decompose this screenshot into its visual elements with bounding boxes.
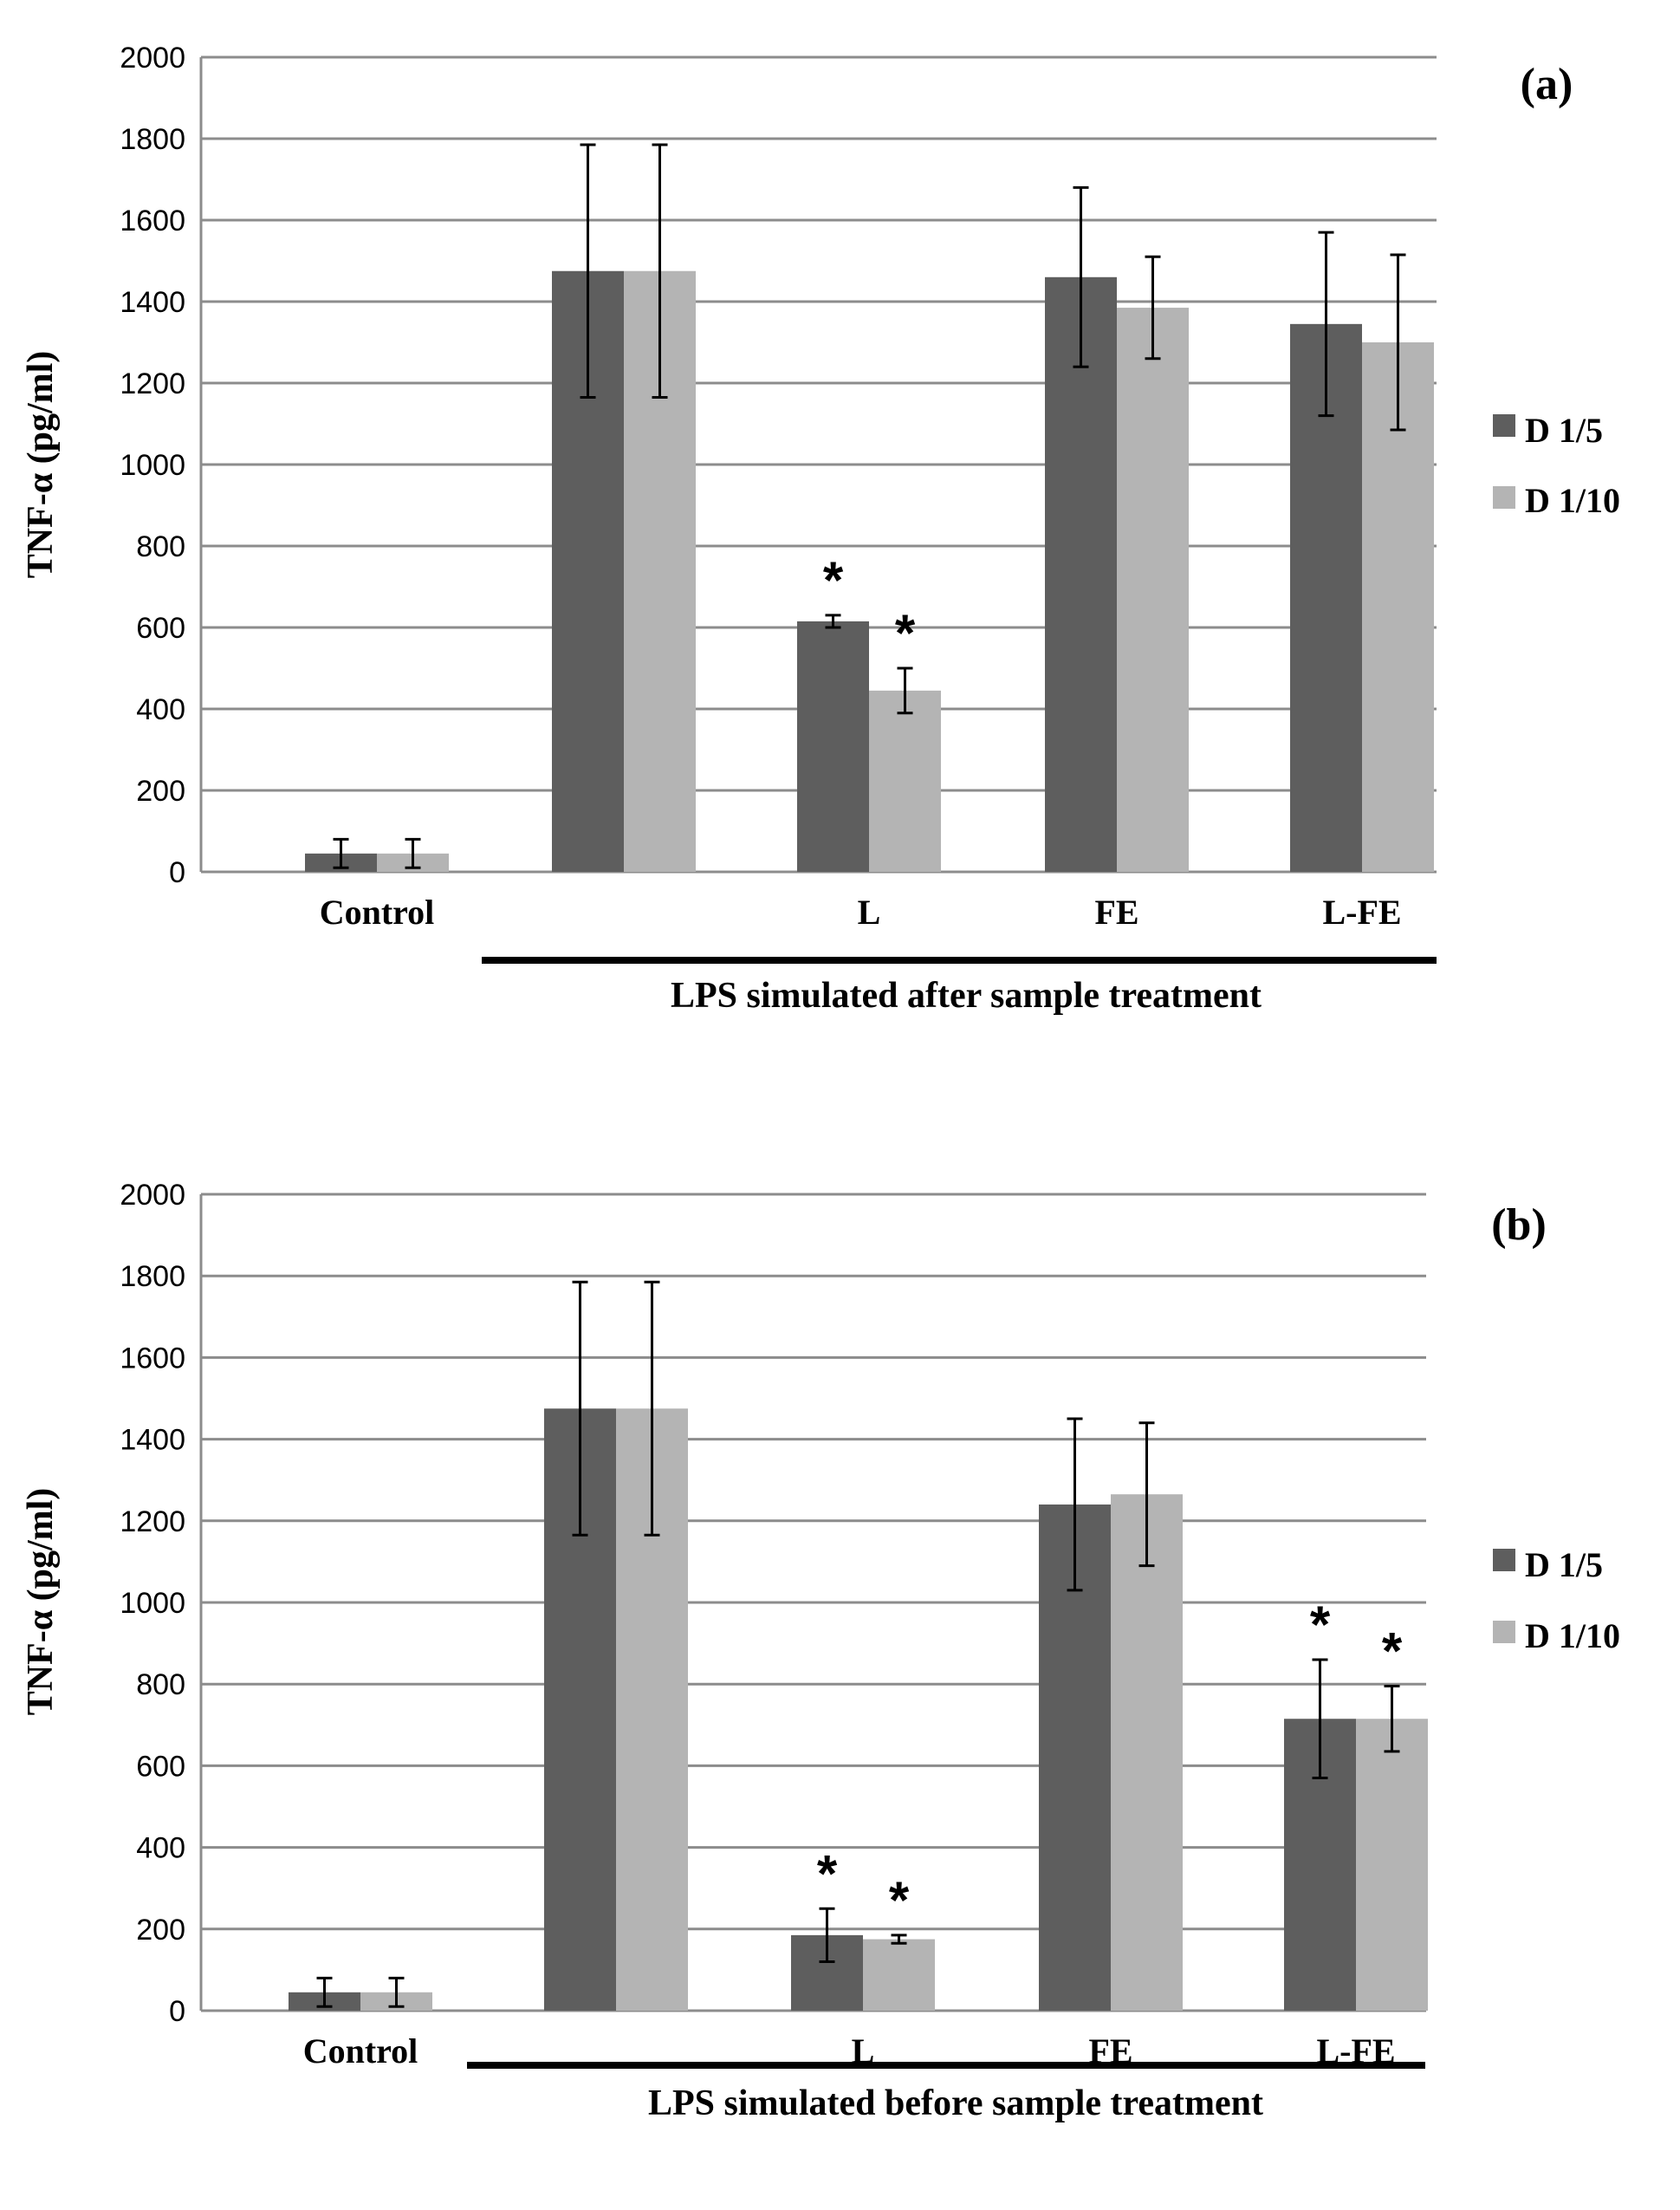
x-tick-label: Control <box>303 2031 418 2070</box>
legend-label: D 1/5 <box>1525 411 1603 450</box>
y-tick-label: 2000 <box>120 42 185 75</box>
y-tick-label: 400 <box>136 693 185 726</box>
legend-swatch <box>1493 486 1515 509</box>
y-tick-label: 0 <box>169 856 185 889</box>
y-tick-label: 1000 <box>120 1587 185 1620</box>
y-tick-label: 1200 <box>120 1505 185 1538</box>
y-tick-label: 1200 <box>120 367 185 400</box>
y-tick-label: 2000 <box>120 1179 185 1212</box>
y-tick-label: 0 <box>169 1995 185 2028</box>
group-label: LPS simulated before sample treatment <box>648 2083 1263 2123</box>
y-tick-label: 1800 <box>120 1260 185 1293</box>
bar <box>1045 276 1117 872</box>
significance-marker: * <box>1382 1622 1403 1680</box>
significance-marker: * <box>817 1844 838 1902</box>
y-tick-label: 1600 <box>120 1342 185 1375</box>
chart-panel-a: 0 200 400 600 800 1000 1200 1400 1600 1800 2000 * * C… <box>21 42 1620 1016</box>
y-tick-label: 800 <box>136 530 185 563</box>
y-tick-label: 1000 <box>120 449 185 482</box>
y-axis-title: TNF-α (pg/ml) <box>21 351 61 579</box>
legend-swatch <box>1493 1621 1515 1643</box>
x-tick-label: L-FE <box>1322 893 1401 932</box>
bar <box>863 1939 935 2011</box>
bar <box>869 690 941 872</box>
y-tick-label: 1600 <box>120 205 185 237</box>
bar <box>1117 308 1189 872</box>
significance-marker: * <box>889 1871 910 1929</box>
legend-label: D 1/5 <box>1525 1545 1603 1584</box>
legend-label: D 1/10 <box>1525 1616 1620 1655</box>
y-tick-label: 1800 <box>120 123 185 156</box>
significance-marker: * <box>895 604 916 662</box>
x-tick-label: FE <box>1094 893 1138 932</box>
x-tick-label: L <box>858 893 881 932</box>
panel-label: (b) <box>1491 1200 1547 1250</box>
group-label: LPS simulated after sample treatment <box>671 976 1262 1016</box>
y-tick-label: 800 <box>136 1668 185 1701</box>
y-tick-label: 600 <box>136 1750 185 1783</box>
y-tick-label: 400 <box>136 1832 185 1865</box>
panel-label: (a) <box>1521 60 1573 109</box>
y-tick-label: 1400 <box>120 286 185 319</box>
legend-swatch <box>1493 1549 1515 1571</box>
chart-panel-b: 0 200 400 600 800 1000 1200 1400 1600 1800 2000 * * *… <box>21 1179 1620 2123</box>
y-axis-title: TNF-α (pg/ml) <box>21 1488 61 1716</box>
x-tick-label: Control <box>320 893 435 932</box>
legend-swatch <box>1493 414 1515 437</box>
significance-marker: * <box>823 551 844 609</box>
y-tick-label: 1400 <box>120 1424 185 1457</box>
y-tick-label: 200 <box>136 1914 185 1947</box>
bar <box>797 621 869 872</box>
bar <box>1356 1719 1428 2011</box>
bar <box>1111 1494 1183 2011</box>
significance-marker: * <box>1310 1596 1331 1654</box>
y-tick-label: 600 <box>136 612 185 645</box>
legend-label: D 1/10 <box>1525 481 1620 520</box>
y-tick-label: 200 <box>136 775 185 808</box>
